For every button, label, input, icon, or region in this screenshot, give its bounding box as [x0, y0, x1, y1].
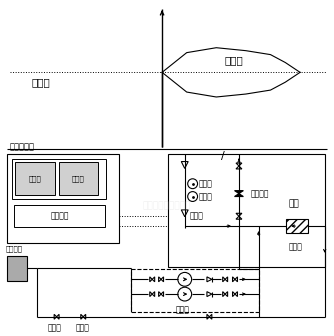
- Text: 平衡阀: 平衡阀: [190, 212, 203, 221]
- Bar: [12, 159, 106, 199]
- Text: /: /: [221, 151, 225, 161]
- Bar: [286, 219, 308, 233]
- Text: 压力表: 压力表: [198, 192, 212, 201]
- Text: 调节器: 调节器: [29, 175, 41, 182]
- Text: 调频控制柜: 调频控制柜: [9, 142, 34, 151]
- Text: 变频器: 变频器: [72, 175, 85, 182]
- Bar: [7, 256, 27, 281]
- Text: 静压线: 静压线: [225, 55, 243, 66]
- Text: 过滤器: 过滤器: [288, 242, 302, 251]
- Text: 软化水箱: 软化水箱: [5, 246, 22, 252]
- Bar: [14, 205, 105, 227]
- Text: 循环水泵: 循环水泵: [251, 189, 269, 198]
- Bar: [168, 154, 325, 267]
- Text: 过滤器: 过滤器: [75, 324, 89, 333]
- Bar: [7, 154, 119, 243]
- Text: 取压盘: 取压盘: [198, 179, 212, 188]
- Bar: [131, 269, 259, 312]
- Text: 补水泵: 补水泵: [176, 305, 190, 314]
- Bar: [15, 162, 55, 195]
- Bar: [58, 162, 98, 195]
- Text: 外网: 外网: [289, 199, 300, 208]
- Polygon shape: [234, 191, 243, 194]
- Text: 电磁阀: 电磁阀: [48, 324, 61, 333]
- Text: 泰机电设备有限公司: 泰机电设备有限公司: [143, 201, 191, 210]
- Polygon shape: [234, 194, 243, 197]
- Text: 恒压点: 恒压点: [32, 77, 51, 87]
- Text: 控制面板: 控制面板: [50, 212, 69, 221]
